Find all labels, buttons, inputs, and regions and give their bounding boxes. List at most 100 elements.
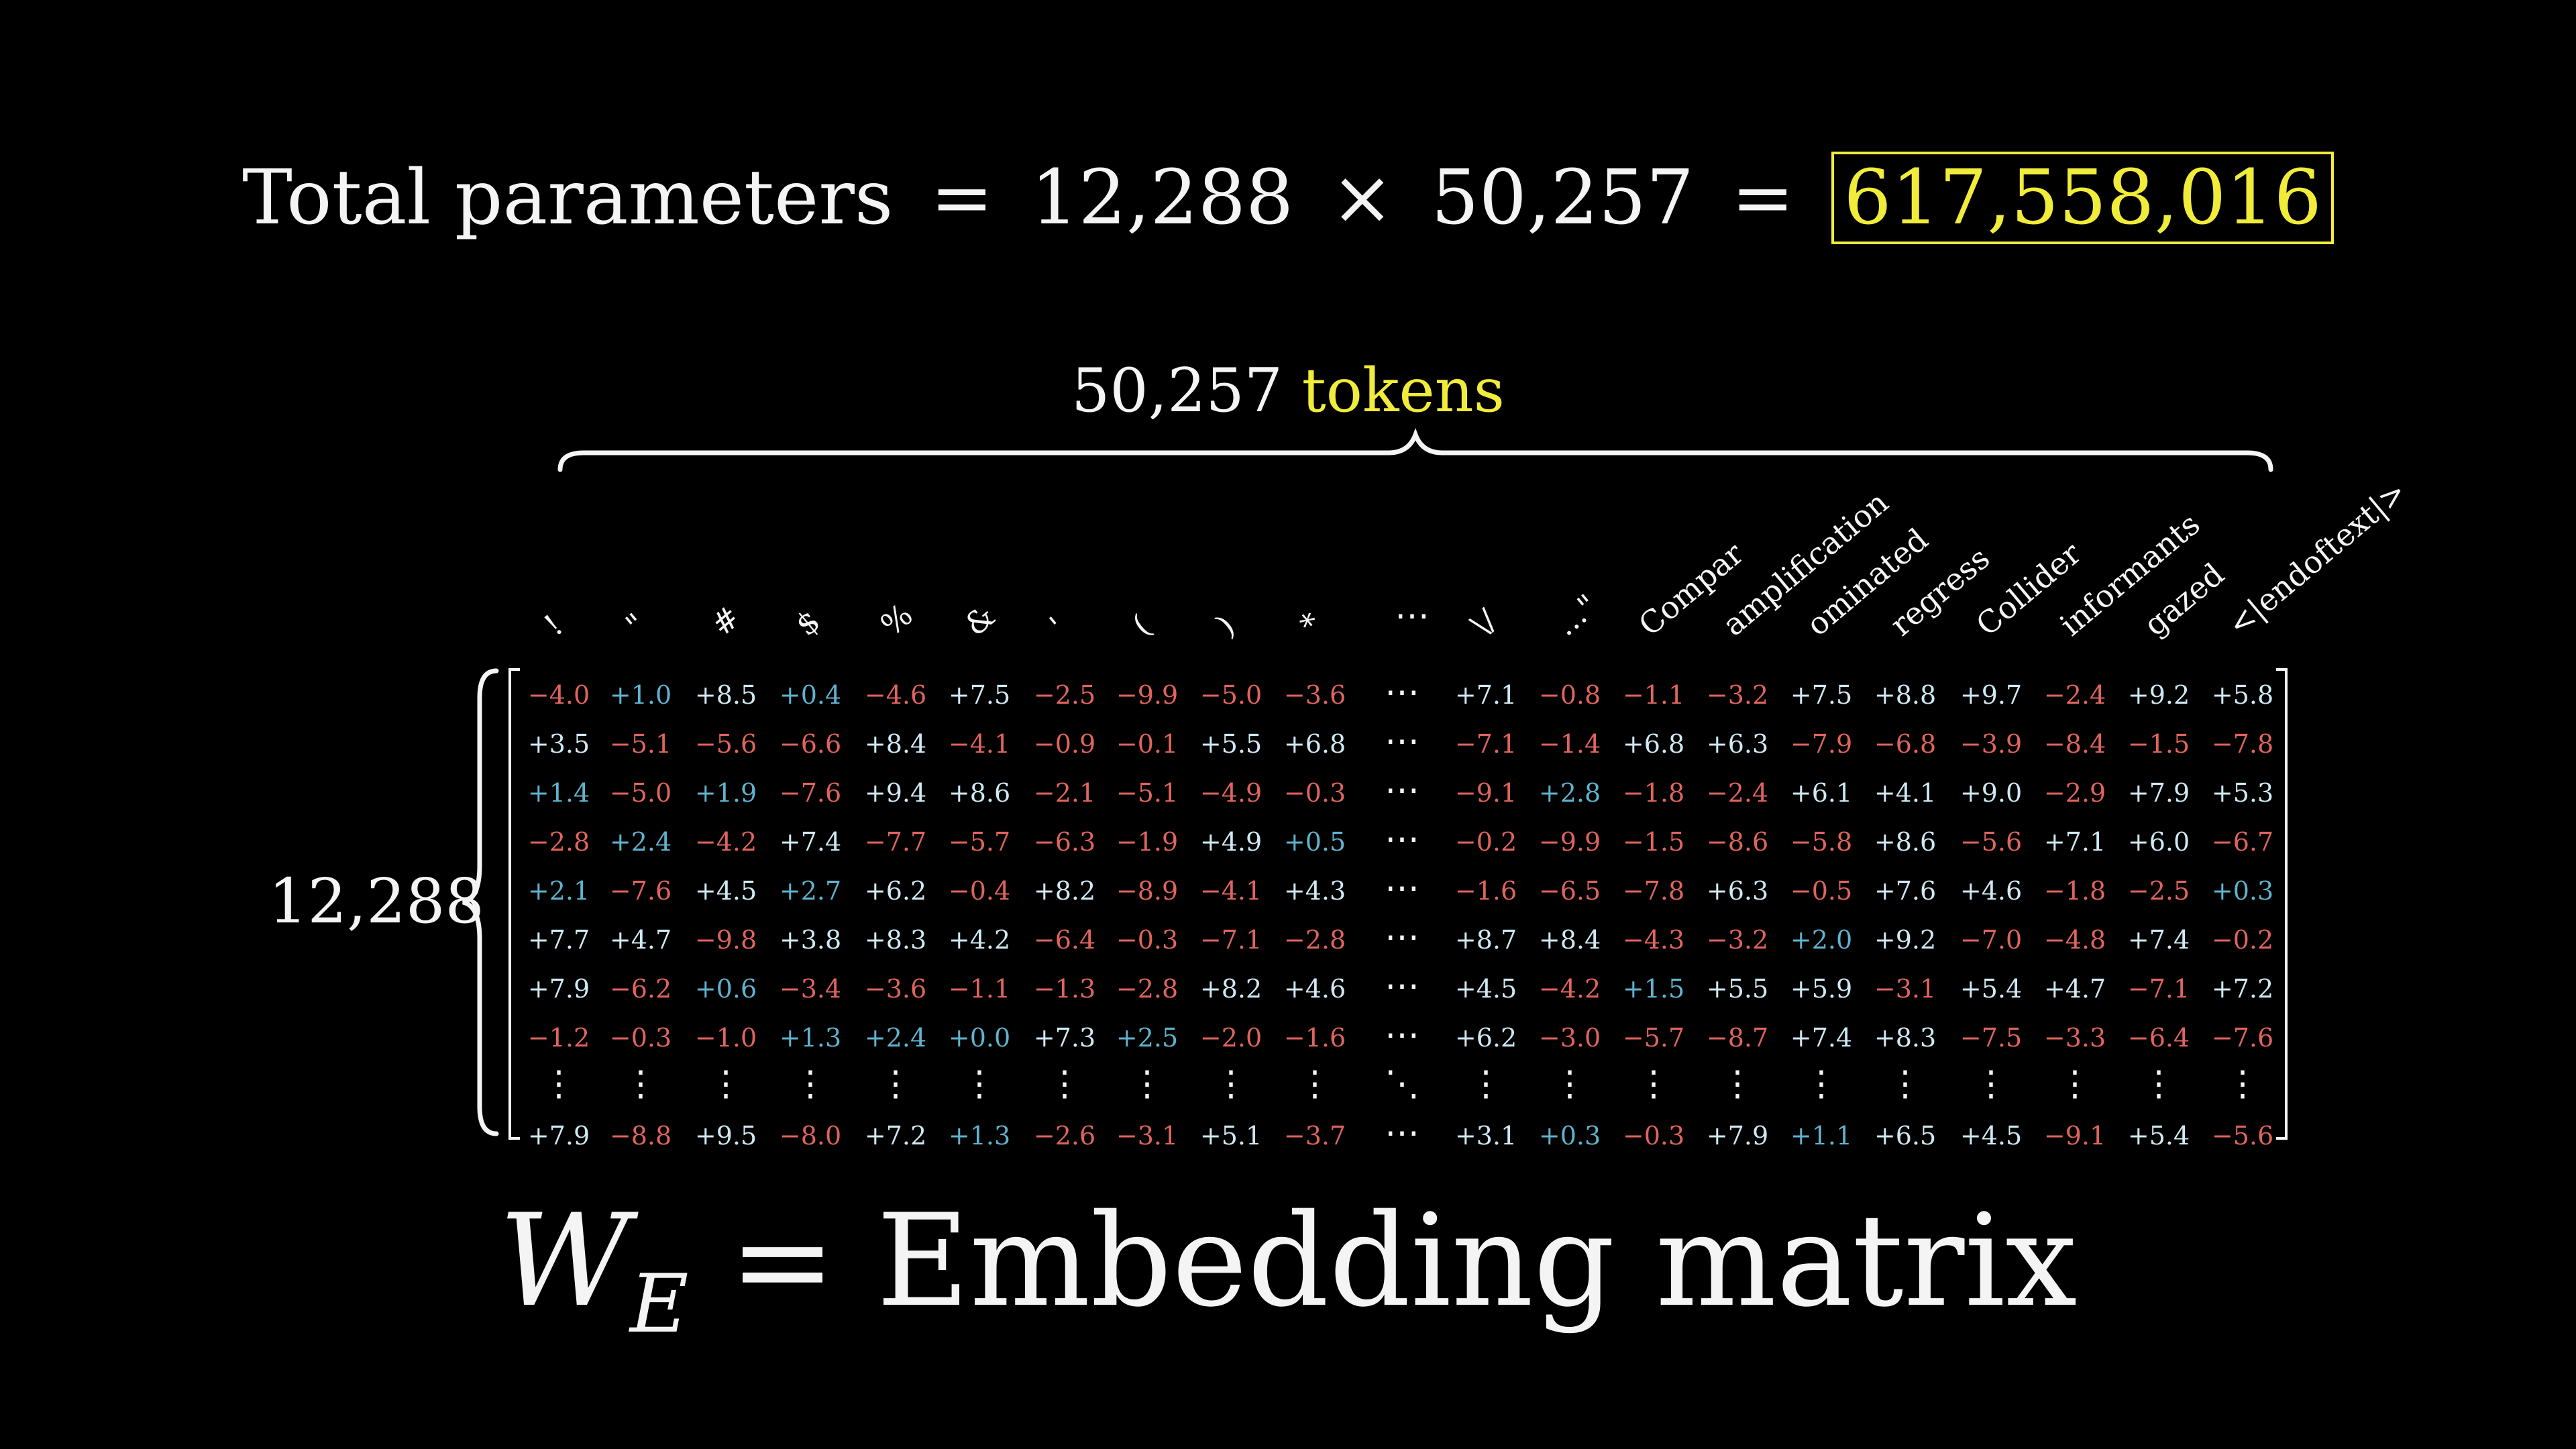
column-header: ' [1042,610,1072,643]
matrix-cell: +6.8 [1623,729,1684,759]
matrix-cell: +7.6 [1874,876,1936,906]
matrix-cell: −3.1 [1116,1121,1178,1150]
matrix-cell: −2.9 [2044,778,2106,808]
equals-sign: = [930,154,994,241]
matrix-cell: +2.0 [1790,925,1852,955]
matrix-cell: −5.6 [1960,827,2022,857]
matrix-cell: −4.2 [695,827,757,857]
matrix-cell: ⋮ [1297,1064,1332,1104]
matrix-cell: −4.3 [1623,925,1684,955]
column-header: $ [788,602,826,643]
matrix-cell: −5.8 [1790,827,1852,857]
matrix-cell: +8.4 [1539,925,1601,955]
matrix-cell: −2.8 [1284,925,1346,955]
matrix-cell: −8.7 [1707,1023,1768,1053]
matrix-cell: +1.3 [780,1023,841,1053]
rows-value: 12,288 [1030,154,1294,241]
matrix-cell: −9.1 [1455,778,1517,808]
matrix-cell: ⋮ [2141,1064,2176,1104]
matrix-cell: +0.4 [780,680,841,710]
columns-brace [557,427,2273,472]
matrix-cell: −6.8 [1874,729,1936,759]
matrix-cell: −4.1 [1200,876,1262,906]
total-label: Total parameters [242,154,894,241]
matrix-cell: +7.4 [2128,925,2190,955]
column-header: * [1293,605,1328,643]
matrix-cell: −8.9 [1116,876,1178,906]
matrix-cell: −5.1 [610,729,672,759]
matrix-cell: +7.4 [1790,1023,1852,1053]
matrix-cell: −2.4 [2044,680,2106,710]
matrix-cell: +7.7 [528,925,590,955]
matrix-cell: +6.5 [1874,1121,1936,1150]
matrix-cell: +0.5 [1284,827,1346,857]
matrix-cell: +5.4 [1960,974,2022,1004]
matrix-cell: +8.2 [1034,876,1095,906]
matrix-cell: −3.4 [780,974,841,1004]
matrix-cell: ⋯ [1385,868,1419,908]
matrix-cell: −6.4 [1034,925,1095,955]
matrix-cell: ⋮ [1888,1064,1923,1104]
matrix-cell: −1.5 [1623,827,1684,857]
matrix-cell: ⋮ [878,1064,913,1104]
matrix-cell: +0.3 [1539,1121,1601,1150]
matrix-cell: +9.2 [1874,925,1936,955]
matrix-cell: −1.0 [695,1023,757,1053]
matrix-cell: +8.3 [865,925,926,955]
matrix-cell: +5.5 [1707,974,1768,1004]
column-header: ) [1209,608,1241,643]
matrix-cell: ⋯ [1385,1113,1419,1153]
matrix-cell: −1.6 [1284,1023,1346,1053]
matrix-cell: ⋮ [1130,1064,1165,1104]
matrix-cell: ⋯ [1385,672,1419,712]
matrix-cell: +8.4 [865,729,926,759]
matrix-cell: −1.5 [2128,729,2190,759]
rows-caption: 12,288 [268,865,484,937]
column-header: " [619,606,653,643]
matrix-cell: −7.1 [2128,974,2190,1004]
total-parameters-equation: Total parameters = 12,288 × 50,257 = 617… [0,144,2576,252]
matrix-cell: +0.0 [949,1023,1010,1053]
matrix-cell: −4.1 [949,729,1010,759]
column-header: <|endoftext|> [2220,473,2413,643]
matrix-cell: +7.1 [1455,680,1517,710]
matrix-cell: −8.4 [2044,729,2106,759]
matrix-cell: ⋯ [1385,819,1419,859]
matrix-cell: −8.6 [1707,827,1768,857]
matrix-cell: +3.5 [528,729,590,759]
column-header: ..." [1548,587,1605,643]
tokens-word: tokens [1301,356,1505,426]
matrix-cell: ⋯ [1385,770,1419,810]
matrix-cell: +5.3 [2212,778,2273,808]
matrix-cell: −3.7 [1284,1121,1346,1150]
matrix-cell: −6.7 [2212,827,2273,857]
column-header: ( [1125,608,1157,643]
matrix-cell: −2.0 [1200,1023,1262,1053]
matrix-cell: ⋮ [1468,1064,1503,1104]
matrix-cell: −7.5 [1960,1023,2022,1053]
matrix-cell: −1.8 [2044,876,2106,906]
matrix-cell: +4.1 [1874,778,1936,808]
matrix-cell: +2.4 [610,827,672,857]
matrix-cell: −2.8 [1116,974,1178,1004]
matrix-cell: −0.3 [1116,925,1178,955]
matrix-cell: −3.3 [2044,1023,2106,1053]
matrix-cell: +5.1 [1200,1121,1262,1150]
matrix-cell: +1.0 [610,680,672,710]
matrix-cell: +0.3 [2212,876,2273,906]
matrix-cell: +6.0 [2128,827,2190,857]
matrix-cell: −4.6 [865,680,926,710]
matrix-cell: +1.9 [695,778,757,808]
matrix-cell: −4.8 [2044,925,2106,955]
matrix-cell: −8.8 [610,1121,672,1150]
matrix-cell: −3.0 [1539,1023,1601,1053]
tokens-count: 50,257 [1071,356,1283,426]
matrix-cell: −7.1 [1200,925,1262,955]
matrix-cell: −7.6 [2212,1023,2273,1053]
matrix-symbol: W [498,1187,630,1335]
matrix-cell: ⋮ [793,1064,828,1104]
matrix-cell: +7.1 [2044,827,2106,857]
matrix-cell: +5.8 [2212,680,2273,710]
matrix-cell: +6.2 [865,876,926,906]
